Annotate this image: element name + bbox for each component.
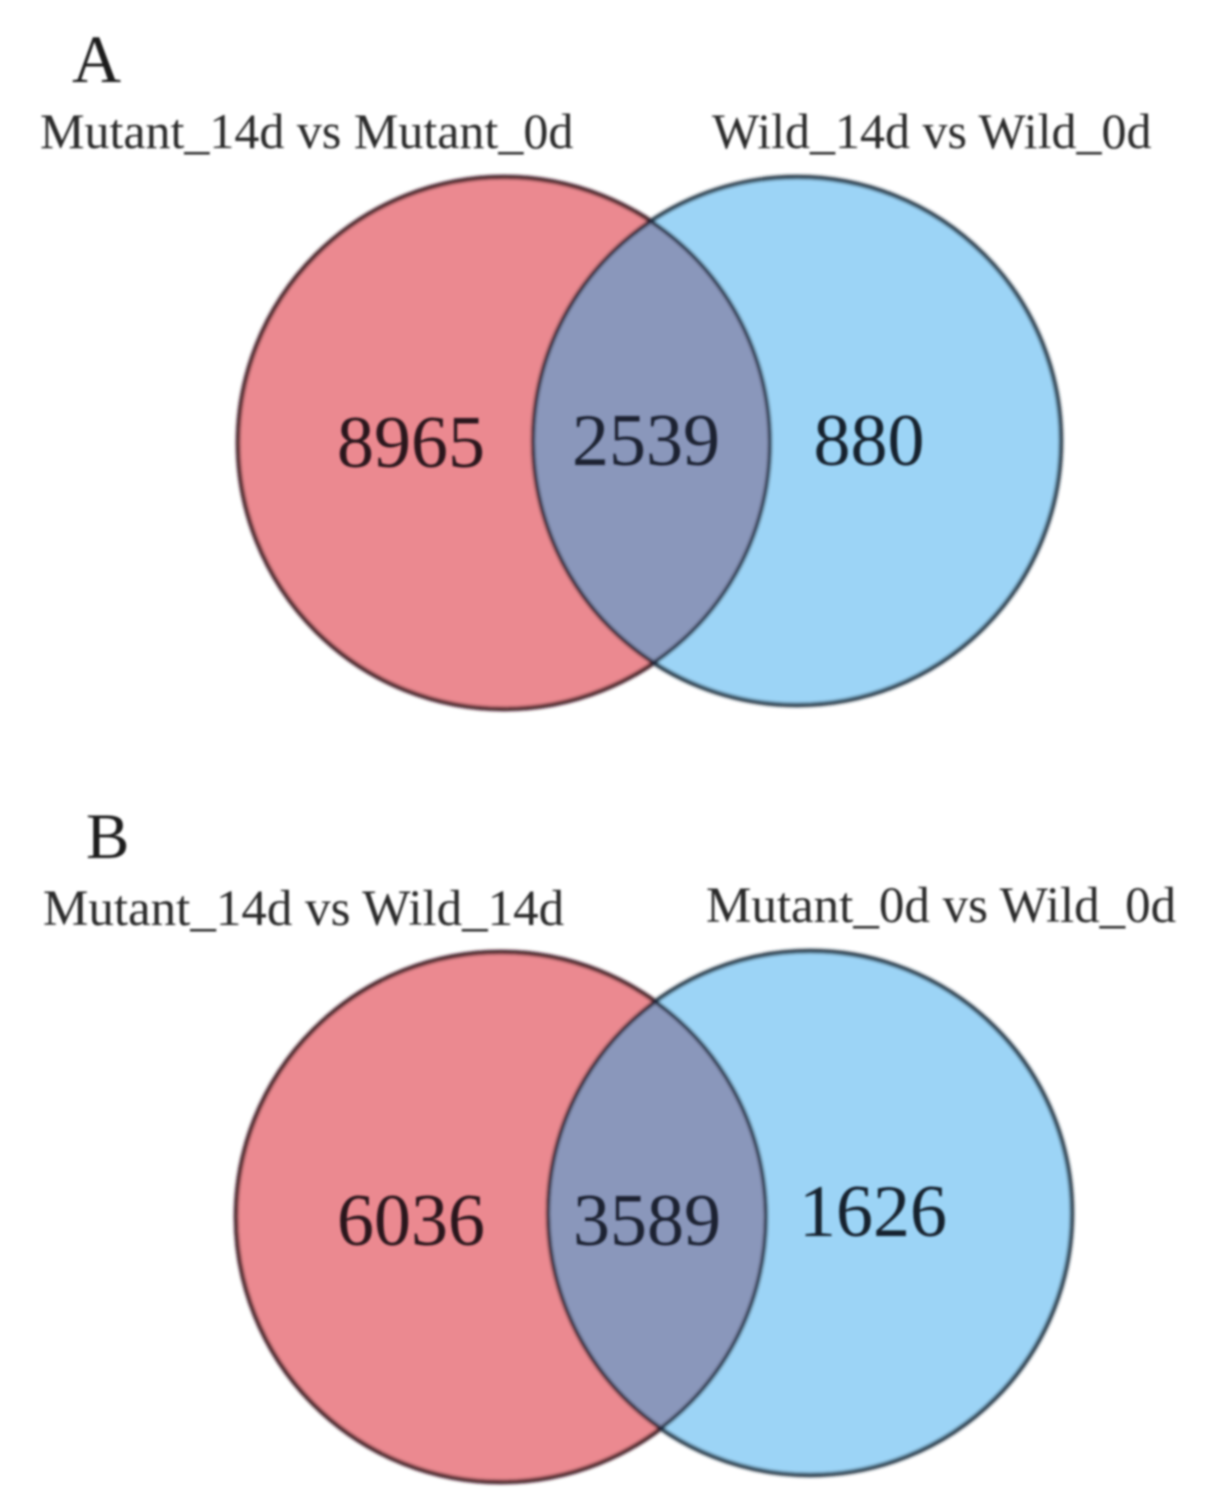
svg-text:1626: 1626 (799, 1171, 947, 1253)
svg-text:Mutant_14d vs Mutant_0d: Mutant_14d vs Mutant_0d (40, 103, 573, 159)
svg-text:8965: 8965 (337, 402, 485, 484)
svg-text:B: B (86, 801, 129, 873)
svg-text:3589: 3589 (573, 1180, 721, 1262)
svg-text:6036: 6036 (337, 1180, 485, 1262)
svg-text:880: 880 (814, 400, 925, 482)
svg-text:A: A (72, 21, 121, 97)
svg-text:Mutant_0d vs Wild_0d: Mutant_0d vs Wild_0d (706, 878, 1176, 934)
svg-text:Wild_14d vs Wild_0d: Wild_14d vs Wild_0d (712, 103, 1152, 159)
svg-text:2539: 2539 (572, 400, 720, 482)
svg-text:Mutant_14d vs Wild_14d: Mutant_14d vs Wild_14d (43, 881, 564, 937)
